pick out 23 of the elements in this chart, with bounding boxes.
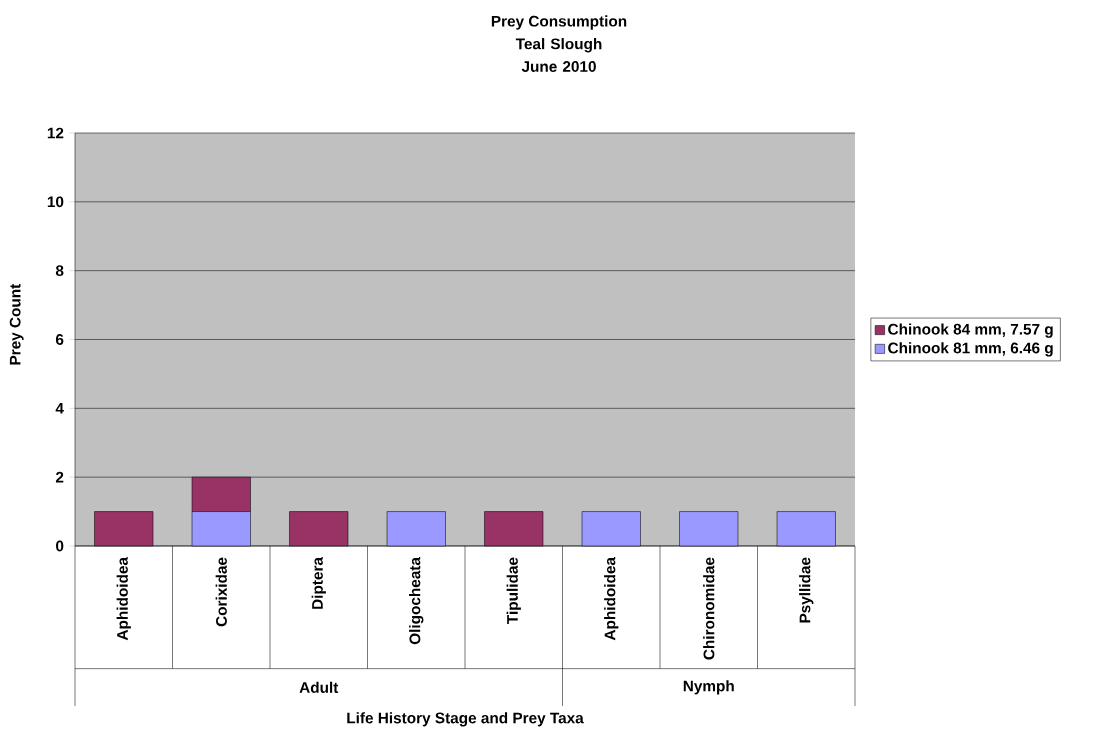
chart-title: Prey Consumption bbox=[491, 15, 627, 30]
legend-label: Chinook 81 mm, 6.46 g bbox=[888, 342, 1053, 357]
legend-label: Chinook 84 mm, 7.57 g bbox=[888, 323, 1053, 338]
text: Adult bbox=[299, 681, 339, 693]
x-axis-title: Life History Stage and Prey Taxa bbox=[347, 712, 584, 727]
x-tick-label: Aphidoidea bbox=[604, 556, 619, 641]
y-tick-label: 0 bbox=[56, 540, 64, 552]
x-tick-label: Aphidoidea bbox=[116, 556, 131, 641]
x-tick-label: Psyllidae bbox=[799, 557, 814, 623]
y-tick-label: 10 bbox=[47, 196, 64, 208]
y-tick-label: 4 bbox=[55, 403, 64, 414]
y-tick-label: 8 bbox=[55, 265, 64, 277]
x-tick-label: Chironomidae bbox=[703, 557, 715, 660]
y-tick-label: 12 bbox=[47, 127, 64, 139]
x-tick-label: Oligocheata bbox=[409, 556, 424, 645]
y-axis-title: Prey Count bbox=[9, 283, 24, 365]
y-tick-label: 6 bbox=[55, 334, 64, 345]
x-tick-label: Tipulidae bbox=[506, 557, 521, 624]
text: Nymph bbox=[683, 680, 734, 695]
x-tick-label: Corixidae bbox=[215, 557, 227, 627]
y-tick-label: 2 bbox=[55, 471, 64, 483]
x-tick-label: Diptera bbox=[311, 556, 326, 609]
chart-subtitle: Teal Slough June 2010 bbox=[515, 38, 602, 72]
